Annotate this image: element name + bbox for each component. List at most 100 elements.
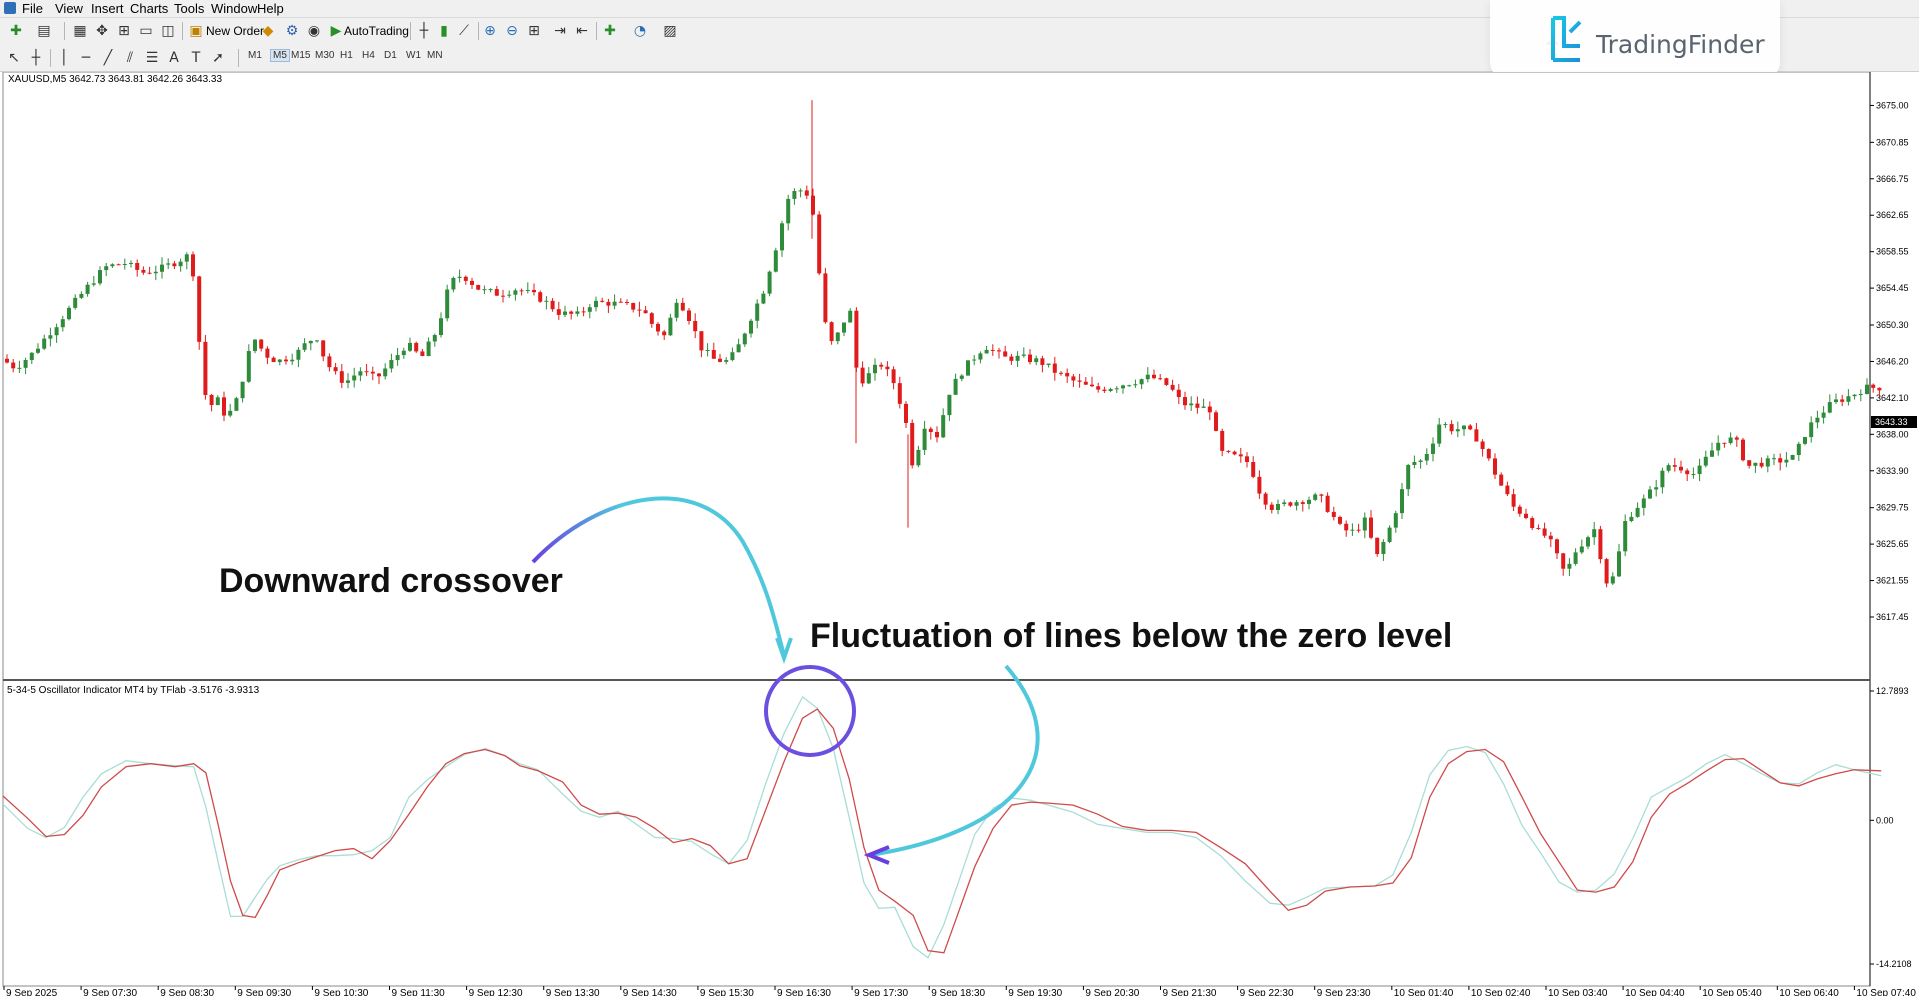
data-window-icon[interactable]: ⊞ <box>118 23 130 39</box>
timeframe-h1[interactable]: H1 <box>340 50 353 61</box>
toolbar-separator <box>410 22 411 40</box>
annotation-arrowhead-2 <box>863 845 890 865</box>
timeframe-m5[interactable]: M5 <box>270 49 290 62</box>
bearish-candle <box>1220 430 1225 451</box>
bullish-candle <box>1772 458 1776 460</box>
new-order-button[interactable]: New Order <box>206 24 265 38</box>
arrow-shapes-icon[interactable]: ➚ <box>212 50 224 66</box>
menu-tools[interactable]: Tools <box>174 1 205 16</box>
metaeditor-icon[interactable]: ◆ <box>262 23 274 39</box>
bearish-candle <box>1778 458 1783 463</box>
bearish-candle <box>1871 384 1876 388</box>
market-watch-icon[interactable]: ▦ <box>73 23 87 39</box>
horizontal-line-icon[interactable]: ─ <box>81 50 91 66</box>
profiles-icon[interactable]: ▤ <box>37 23 51 39</box>
bullish-candle <box>1400 489 1404 514</box>
price-tick-label: 3679.10 <box>1876 72 1909 74</box>
oscillator-label: 5-34-5 Oscillator Indicator MT4 by TFlab… <box>7 685 260 696</box>
bullish-candle <box>1753 462 1758 466</box>
navigator-icon[interactable]: ✥ <box>96 23 108 39</box>
bullish-candle <box>1412 461 1417 465</box>
bearish-candle <box>333 367 338 372</box>
vertical-line-icon[interactable]: │ <box>59 50 69 66</box>
bullish-candle <box>1201 406 1206 408</box>
price-tick-label: 3638.00 <box>1876 429 1909 439</box>
bullish-candle <box>184 254 189 262</box>
bearish-candle <box>823 273 828 323</box>
bearish-candle <box>1759 462 1764 467</box>
bearish-candle <box>1090 384 1094 387</box>
bearish-candle <box>1083 381 1088 385</box>
timeframe-w1[interactable]: W1 <box>406 50 421 61</box>
bullish-candle <box>1362 517 1367 531</box>
terminal-icon[interactable]: ▭ <box>139 23 153 39</box>
bearish-candle <box>693 320 698 332</box>
crosshair-icon[interactable]: ┼ <box>31 50 41 66</box>
bullish-candle <box>1691 474 1696 476</box>
bullish-candle <box>947 394 952 416</box>
cursor-icon[interactable]: ↖ <box>8 50 20 66</box>
zoom-in-icon[interactable]: ⊕ <box>484 23 496 39</box>
bearish-candle <box>928 428 933 433</box>
bullish-candle <box>1660 470 1665 488</box>
time-tick-label: 9 Sep 15:30 <box>700 988 754 996</box>
chart-area[interactable]: XAUUSD,M5 3642.73 3643.81 3642.26 3643.3… <box>0 72 1919 996</box>
bullish-candle <box>1765 458 1770 467</box>
bearish-candle <box>1257 476 1262 494</box>
bullish-candle <box>395 355 400 361</box>
bullish-candle <box>228 410 233 416</box>
signals-icon[interactable]: ◉ <box>307 23 321 39</box>
channel-icon[interactable]: ⫽ <box>126 50 134 66</box>
bearish-candle <box>191 254 195 277</box>
trendline-icon[interactable]: ╱ <box>103 50 113 66</box>
menu-insert[interactable]: Insert <box>91 1 124 16</box>
bullish-candle <box>253 339 257 352</box>
timeframe-h4[interactable]: H4 <box>362 50 375 61</box>
line-chart-icon[interactable]: ⟋ <box>459 23 469 39</box>
text-icon[interactable]: A <box>169 50 179 66</box>
menu-window[interactable]: Window <box>211 1 258 16</box>
menu-charts[interactable]: Charts <box>130 1 169 16</box>
timeframe-m1[interactable]: M1 <box>248 50 262 61</box>
indicators-icon[interactable]: ✚ <box>604 23 616 39</box>
fibonacci-icon[interactable]: ☰ <box>145 50 159 66</box>
timeframe-m15[interactable]: M15 <box>291 50 311 61</box>
periods-icon[interactable]: ◔ <box>633 23 647 39</box>
autotrading-button[interactable]: AutoTrading <box>344 24 409 38</box>
bullish-candle <box>1381 541 1386 555</box>
menu-file[interactable]: File <box>22 1 43 16</box>
autotrading-icon[interactable]: ▶ <box>330 23 342 39</box>
autoscroll-icon[interactable]: ⇤ <box>576 23 588 39</box>
menu-help[interactable]: Help <box>257 1 284 16</box>
new-order-icon[interactable]: ▣ <box>189 23 203 39</box>
tile-windows-icon[interactable]: ⊞ <box>528 23 540 39</box>
annotation-arrow-2 <box>869 664 1040 857</box>
bullish-candle <box>29 352 34 361</box>
bullish-candle <box>1424 453 1429 461</box>
timeframe-d1[interactable]: D1 <box>384 50 397 61</box>
bearish-candle <box>1685 470 1690 475</box>
bearish-candle <box>463 276 468 281</box>
text-label-icon[interactable]: T <box>191 50 201 66</box>
bearish-candle <box>1511 494 1516 507</box>
options-icon[interactable]: ⚙ <box>285 23 299 39</box>
bullish-candle <box>488 289 493 291</box>
templates-icon[interactable]: ▨ <box>663 23 677 39</box>
candlestick-icon[interactable]: ▮ <box>440 23 448 39</box>
zoom-out-icon[interactable]: ⊖ <box>506 23 518 39</box>
toolbar-separator <box>478 22 479 40</box>
bearish-candle <box>271 357 276 363</box>
time-tick-label: 10 Sep 05:40 <box>1702 988 1762 996</box>
new-chart-icon[interactable]: ✚ <box>10 23 22 39</box>
chart-shift-icon[interactable]: ⇥ <box>554 23 566 39</box>
bearish-candle <box>1028 354 1032 363</box>
strategy-tester-icon[interactable]: ◫ <box>161 23 175 39</box>
time-tick-label: 10 Sep 04:40 <box>1625 988 1685 996</box>
bar-chart-icon[interactable]: ┼ <box>419 23 429 39</box>
bearish-candle <box>11 362 16 369</box>
bullish-candle <box>563 311 567 315</box>
timeframe-m30[interactable]: M30 <box>315 50 335 61</box>
timeframe-mn[interactable]: MN <box>427 50 443 61</box>
menu-view[interactable]: View <box>55 1 83 16</box>
bullish-candle <box>668 317 673 336</box>
